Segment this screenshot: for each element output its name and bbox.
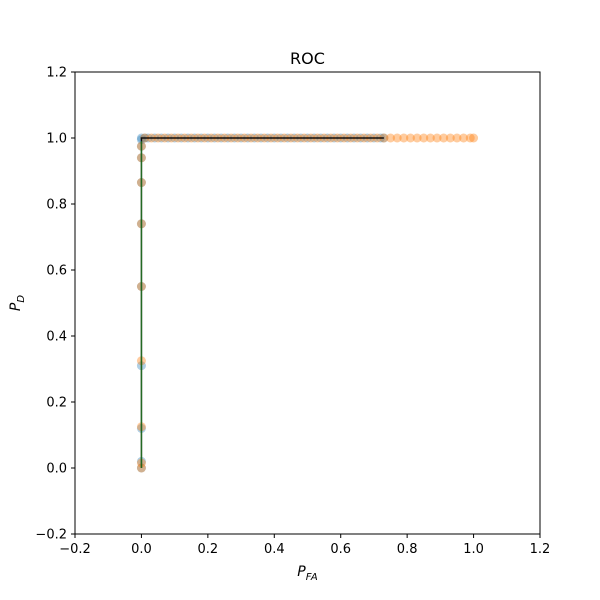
y-tick-label: 1.0 bbox=[46, 132, 67, 147]
data-point-series-1 bbox=[412, 133, 422, 143]
y-tick-label: −0.2 bbox=[35, 528, 67, 543]
series-line-2 bbox=[140, 137, 384, 468]
y-tick-label: 0.6 bbox=[46, 264, 67, 279]
data-point-series-1 bbox=[459, 133, 469, 143]
y-tick-label: 0.4 bbox=[46, 330, 67, 345]
data-point-series-1 bbox=[445, 133, 455, 143]
plot-area bbox=[136, 133, 479, 473]
data-point-series-1 bbox=[386, 133, 396, 143]
data-point-series-1 bbox=[399, 133, 409, 143]
y-tick-label: 0.0 bbox=[46, 462, 67, 477]
y-tick-label: 1.2 bbox=[46, 66, 67, 81]
x-tick-label: 1.0 bbox=[463, 542, 484, 557]
x-tick-label: 0.2 bbox=[198, 542, 219, 557]
plot-frame bbox=[74, 71, 541, 535]
data-point-series-1 bbox=[425, 133, 435, 143]
data-point-series-1 bbox=[405, 133, 415, 143]
x-tick-label: 0.6 bbox=[330, 542, 351, 557]
y-axis: −0.2 0.0 0.2 0.4 0.6 0.8 1.0 1.2 bbox=[35, 66, 75, 543]
data-point-series-1 bbox=[452, 133, 462, 143]
x-axis-label: PFA bbox=[297, 564, 318, 583]
x-tick-label: 0.4 bbox=[264, 542, 285, 557]
chart-title: ROC bbox=[290, 49, 325, 68]
x-tick-label: 1.2 bbox=[530, 542, 551, 557]
data-point-series-1 bbox=[419, 133, 429, 143]
data-point-series-1 bbox=[439, 133, 449, 143]
data-point-series-1 bbox=[465, 133, 475, 143]
y-axis-label: PD bbox=[8, 295, 27, 311]
x-tick-label: −0.2 bbox=[59, 542, 91, 557]
y-tick-label: 0.2 bbox=[46, 396, 67, 411]
y-tick-label: 0.8 bbox=[46, 198, 67, 213]
data-point-series-1 bbox=[432, 133, 442, 143]
x-axis: −0.2 0.0 0.2 0.4 0.6 0.8 1.0 1.2 bbox=[59, 534, 550, 557]
data-point-series-1 bbox=[469, 133, 479, 143]
x-tick-label: 0.8 bbox=[397, 542, 418, 557]
x-tick-label: 0.0 bbox=[131, 542, 152, 557]
data-point-series-1 bbox=[392, 133, 402, 143]
